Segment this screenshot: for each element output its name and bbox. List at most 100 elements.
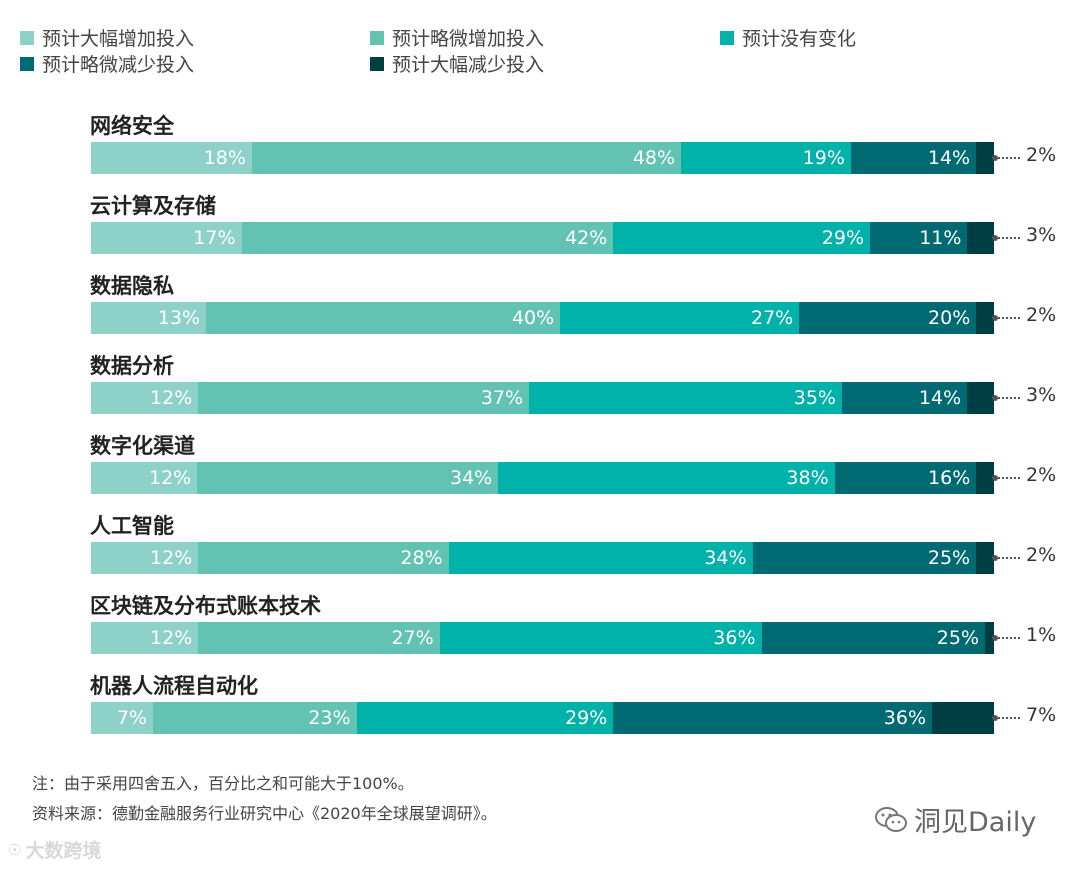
leader-line — [998, 477, 1020, 479]
bar-segment — [498, 462, 835, 494]
data-label: 11% — [919, 227, 962, 249]
legend-label: 预计略微减少投入 — [42, 54, 195, 76]
data-label: 48% — [632, 147, 676, 169]
bar-segment — [613, 222, 871, 254]
data-label: 40% — [511, 307, 555, 329]
bar-segment — [834, 462, 977, 494]
legend-swatch — [720, 30, 734, 45]
data-label-outside: 2% — [1026, 304, 1057, 326]
bar-segment — [613, 702, 933, 734]
data-label: 16% — [928, 467, 971, 489]
bar-segment — [198, 542, 449, 574]
legend-label: 预计略微增加投入 — [392, 28, 545, 50]
data-label: 12% — [150, 627, 193, 649]
data-label-outside: 7% — [1026, 704, 1057, 726]
watermark-right: 洞见Daily — [874, 800, 1036, 839]
watermark-left: ☉ 大数跨境 — [8, 836, 101, 863]
bar-row: 12% 37% 35% 14% — [91, 382, 994, 414]
bar-segment — [198, 622, 440, 654]
category-label: 网络安全 — [90, 114, 174, 138]
bar-segment — [976, 462, 994, 494]
bar-row: 18% 48% 19% 14% — [91, 142, 994, 174]
data-label: 27% — [750, 307, 794, 329]
leader-line — [998, 717, 1020, 719]
data-label: 28% — [400, 547, 443, 569]
data-label: 14% — [918, 387, 962, 409]
category-label: 机器人流程自动化 — [90, 674, 258, 698]
data-label: 37% — [480, 387, 524, 409]
data-label: 19% — [802, 147, 845, 169]
leader-dot — [992, 475, 998, 481]
category-label: 区块链及分布式账本技术 — [90, 594, 321, 618]
bar-segment — [799, 302, 977, 334]
data-label: 34% — [704, 547, 747, 569]
leader-line — [998, 317, 1020, 319]
bar-segment — [91, 702, 153, 734]
logo-icon: ☉ — [8, 840, 22, 859]
data-label: 35% — [793, 387, 836, 409]
bar-row: 12% 28% 34% 25% — [91, 542, 994, 574]
legend-swatch — [370, 30, 384, 45]
legend-item-1: 预计略微增加投入 — [370, 24, 544, 51]
legend-item-4: 预计大幅减少投入 — [370, 50, 544, 77]
bar-segment — [967, 222, 994, 254]
leader-dot — [992, 715, 998, 721]
footnote-source: 资料来源：德勤金融服务行业研究中心《2020年全球展望调研》。 — [32, 804, 497, 823]
bar-segment — [152, 702, 357, 734]
bar-segment — [842, 382, 968, 414]
category-label: 数字化渠道 — [90, 434, 195, 458]
stacked-bar-chart: 网络安全 18% 48% 19% 14% 2% 云计算及存储 17% 42% 29% 11% 3% 数据… — [90, 114, 1057, 734]
bar-segment — [529, 382, 842, 414]
bar-segment — [850, 142, 977, 174]
leader-line — [998, 237, 1020, 239]
bar-row: 12% 34% 38% 16% — [91, 462, 994, 494]
category-label: 数据分析 — [90, 354, 174, 378]
data-label-outside: 2% — [1026, 544, 1057, 566]
leader-dot — [992, 555, 998, 561]
bar-row: 7% 23% 29% 36% — [91, 702, 994, 734]
bar-segment — [91, 302, 207, 334]
leader-dot — [992, 635, 998, 641]
bar-segment — [870, 222, 968, 254]
bar-segment — [448, 542, 753, 574]
data-label: 42% — [565, 227, 608, 249]
bar-segment — [976, 302, 994, 334]
bar-row: 13% 40% 27% 20% — [91, 302, 994, 334]
bar-segment — [985, 622, 994, 654]
bar-segment — [241, 222, 614, 254]
data-label-outside: 2% — [1026, 144, 1057, 166]
legend-item-3: 预计略微减少投入 — [20, 50, 194, 77]
bar-segment — [560, 302, 800, 334]
legend-swatch — [370, 56, 384, 71]
category-label: 数据隐私 — [90, 274, 174, 298]
data-label: 7% — [116, 707, 147, 729]
leader-line — [998, 157, 1020, 159]
bar-segment — [967, 382, 994, 414]
data-label: 12% — [149, 467, 192, 489]
legend-item-2: 预计没有变化 — [720, 24, 856, 51]
leader-dot — [992, 395, 998, 401]
data-label: 25% — [936, 627, 980, 649]
bar-segment — [681, 142, 851, 174]
data-label-outside: 2% — [1026, 464, 1057, 486]
bar-segment — [91, 622, 199, 654]
bar-segment — [752, 542, 977, 574]
data-label-outside: 3% — [1026, 224, 1057, 246]
data-label: 34% — [450, 467, 493, 489]
leader-line — [998, 557, 1020, 559]
bar-segment — [932, 702, 994, 734]
category-label: 云计算及存储 — [90, 194, 216, 218]
data-label: 36% — [883, 707, 927, 729]
bar-segment — [251, 142, 682, 174]
bar-segment — [206, 302, 561, 334]
data-label-outside: 3% — [1026, 384, 1057, 406]
data-label: 13% — [157, 307, 201, 329]
bar-row: 17% 42% 29% 11% — [91, 222, 994, 254]
bar-segment — [761, 622, 986, 654]
bar-segment — [976, 542, 994, 574]
leader-dot — [992, 235, 998, 241]
bar-segment — [91, 142, 252, 174]
leader-dot — [992, 155, 998, 161]
data-label: 20% — [928, 307, 971, 329]
bar-segment — [91, 382, 199, 414]
